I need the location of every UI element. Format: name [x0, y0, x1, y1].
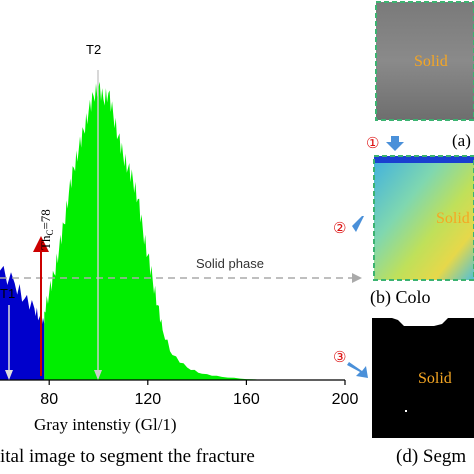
- panel-b-caption: (b) Colo: [370, 287, 431, 308]
- step-2-arrow-icon: [348, 216, 364, 232]
- threshold-label: ThC=78: [38, 209, 55, 250]
- panel-a-border: [375, 1, 474, 121]
- svg-text:ThC=78: ThC=78: [38, 209, 55, 250]
- step-1-marker: ①: [366, 135, 379, 152]
- panel-c: Solid: [373, 155, 474, 281]
- panel-a-caption: (a): [452, 131, 471, 150]
- x-axis-ticks: 80 120 160 200: [40, 380, 358, 408]
- step-1-arrow-icon: [386, 136, 404, 151]
- panel-c-top-band: [374, 156, 474, 163]
- panel-a: Solid (a): [375, 1, 474, 150]
- figure-caption-right: (d) Segm: [396, 446, 466, 467]
- t1-label: T1: [0, 286, 15, 301]
- x-tick-label: 80: [40, 391, 58, 408]
- series-area-1: [0, 265, 45, 380]
- solid-phase-arrowhead: [352, 273, 362, 283]
- figure-caption-left: ital image to segment the fracture: [0, 446, 255, 467]
- step-2-marker: ②: [333, 220, 346, 237]
- t2-label: T2: [86, 42, 101, 57]
- series-area-2: [44, 81, 271, 381]
- panel-d-solid-label: Solid: [418, 370, 452, 387]
- t2-arrowhead-bottom: [94, 370, 102, 380]
- x-tick-label: 200: [332, 391, 359, 408]
- step-3-marker: ③: [333, 349, 346, 366]
- panel-d-top-edge: [372, 314, 474, 326]
- panel-a-image: [376, 2, 474, 120]
- x-axis-title: Gray intenstiy (Gl/1): [34, 415, 177, 434]
- x-tick-label: 160: [233, 391, 260, 408]
- panel-c-border: [373, 155, 474, 281]
- panel-d-image: [372, 314, 474, 438]
- t1-arrowhead-bottom: [5, 370, 13, 380]
- panel-a-solid-label: Solid: [414, 53, 448, 70]
- panel-c-image: [374, 156, 474, 280]
- panel-d: Solid: [372, 314, 474, 438]
- panel-c-solid-label: Solid: [436, 210, 470, 227]
- histogram-chart: 80 120 160 200 Solid phase T2 T1 ThC=78 Gra…: [0, 42, 362, 434]
- step-3-arrow-icon: [347, 362, 368, 378]
- series-areas: [0, 81, 271, 381]
- x-tick-label: 120: [134, 391, 161, 408]
- panel-d-speck: [405, 410, 407, 412]
- solid-phase-label: Solid phase: [196, 256, 264, 271]
